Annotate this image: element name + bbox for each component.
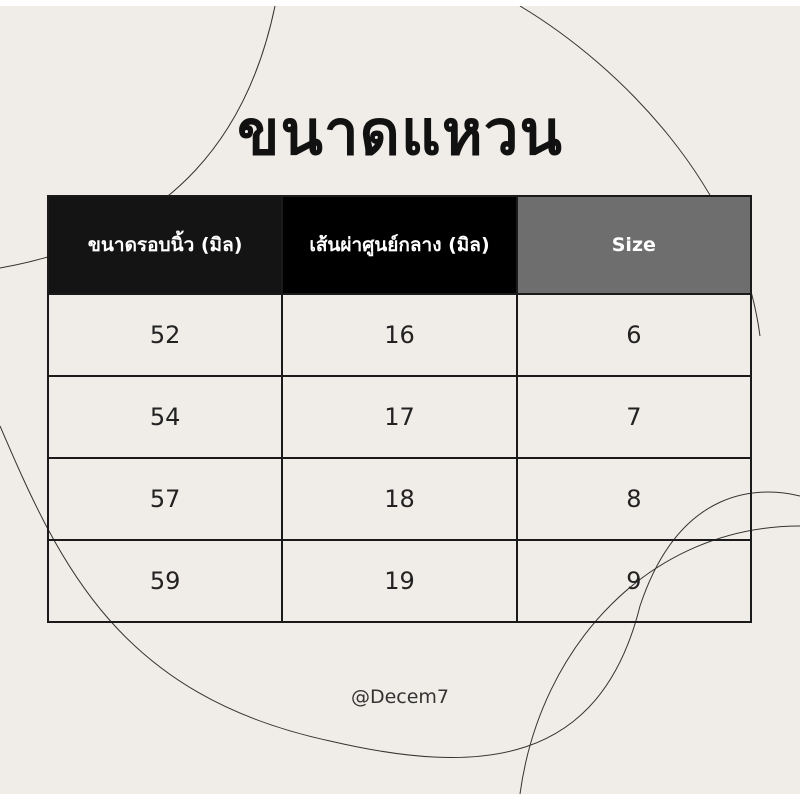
cell-circumference: 54 xyxy=(46,375,284,459)
table-row: 52 16 6 xyxy=(46,293,753,377)
cell-diameter: 18 xyxy=(281,457,518,541)
cell-size: 7 xyxy=(515,375,753,459)
cell-circumference: 57 xyxy=(46,457,284,541)
cell-circumference: 52 xyxy=(46,293,284,377)
cell-diameter: 19 xyxy=(281,539,518,623)
table-header-row: ขนาดรอบนิ้ว (มิล) เส้นผ่าศูนย์กลาง (มิล)… xyxy=(46,195,753,295)
cell-size: 8 xyxy=(515,457,753,541)
header-circumference: ขนาดรอบนิ้ว (มิล) xyxy=(46,195,284,295)
poster: ขนาดแหวน ขนาดรอบนิ้ว (มิล) เส้นผ่าศูนย์ก… xyxy=(0,6,800,794)
cell-circumference: 59 xyxy=(46,539,284,623)
cell-size: 9 xyxy=(515,539,753,623)
header-size: Size xyxy=(515,195,753,295)
table-row: 54 17 7 xyxy=(46,375,753,459)
ring-size-table: ขนาดรอบนิ้ว (มิล) เส้นผ่าศูนย์กลาง (มิล)… xyxy=(46,195,753,623)
table-row: 59 19 9 xyxy=(46,539,753,623)
page-title: ขนาดแหวน xyxy=(237,96,563,169)
author-handle: @Decem7 xyxy=(350,686,450,708)
table-row: 57 18 8 xyxy=(46,457,753,541)
cell-diameter: 16 xyxy=(281,293,518,377)
header-diameter: เส้นผ่าศูนย์กลาง (มิล) xyxy=(281,195,518,295)
cell-size: 6 xyxy=(515,293,753,377)
cell-diameter: 17 xyxy=(281,375,518,459)
